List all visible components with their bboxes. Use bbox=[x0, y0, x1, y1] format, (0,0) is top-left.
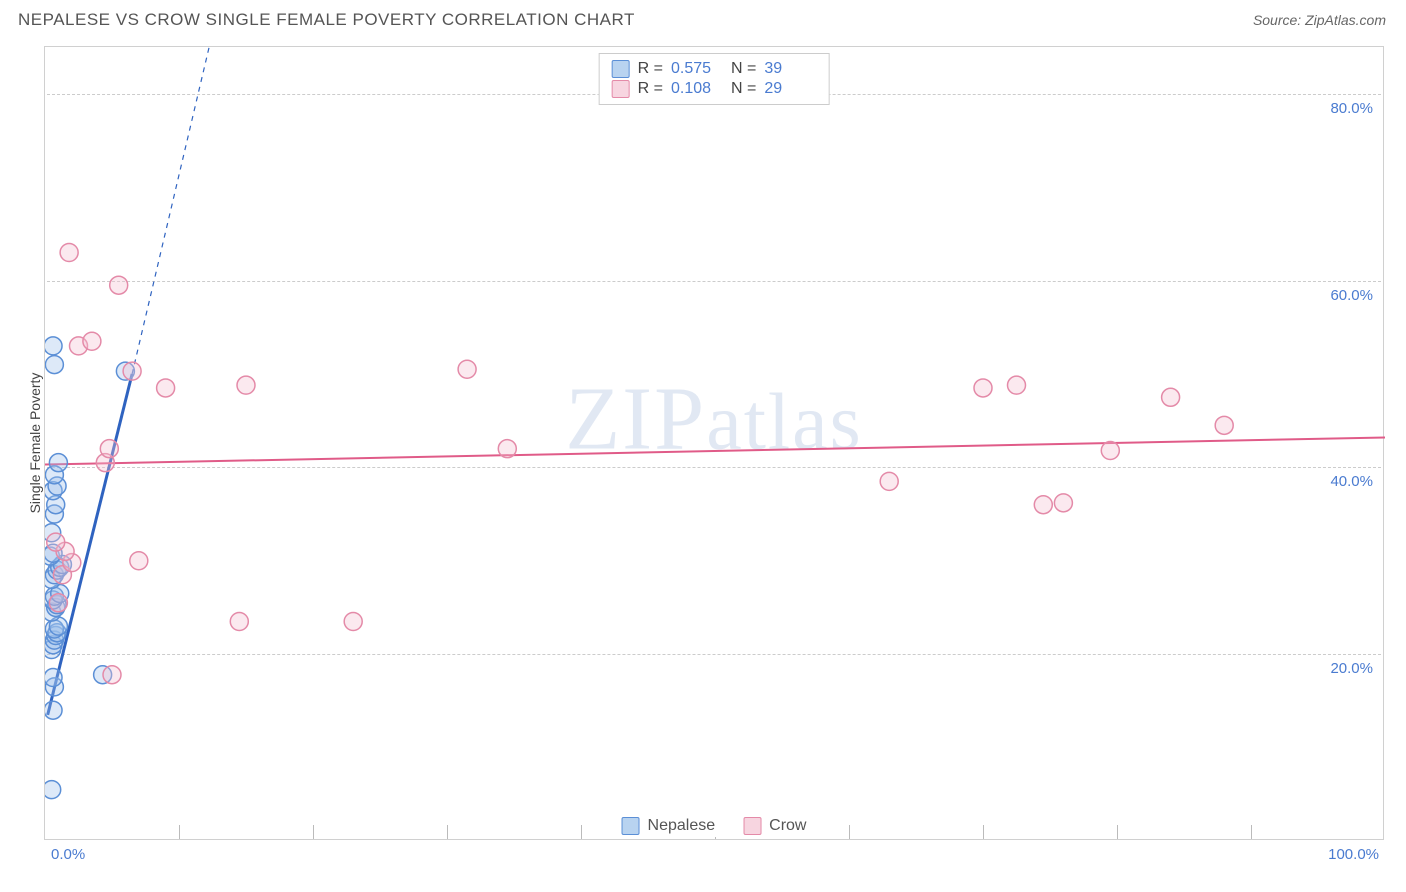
legend-label-nepalese: Nepalese bbox=[648, 817, 716, 835]
data-point bbox=[1008, 376, 1026, 394]
data-point bbox=[45, 701, 62, 719]
data-point bbox=[45, 356, 63, 374]
chart-title: NEPALESE VS CROW SINGLE FEMALE POVERTY C… bbox=[18, 10, 635, 30]
swatch-crow-icon bbox=[612, 80, 630, 98]
legend-row-nepalese: R = 0.575 N = 39 bbox=[612, 59, 817, 79]
x-axis-min-label: 0.0% bbox=[51, 846, 85, 863]
data-point bbox=[157, 379, 175, 397]
data-point bbox=[45, 337, 62, 355]
n-label: N = bbox=[731, 80, 756, 98]
data-point bbox=[1101, 442, 1119, 460]
data-point bbox=[1162, 388, 1180, 406]
legend-stats: R = 0.575 N = 39 R = 0.108 N = 29 bbox=[599, 53, 830, 105]
source-label: Source: ZipAtlas.com bbox=[1253, 12, 1386, 28]
data-point bbox=[123, 362, 141, 380]
data-point bbox=[498, 440, 516, 458]
data-point bbox=[100, 440, 118, 458]
data-point bbox=[880, 472, 898, 490]
data-point bbox=[1215, 416, 1233, 434]
data-point bbox=[1034, 496, 1052, 514]
r-value-crow: 0.108 bbox=[671, 80, 723, 98]
swatch-nepalese-icon bbox=[612, 60, 630, 78]
swatch-crow-icon bbox=[743, 817, 761, 835]
legend-row-crow: R = 0.108 N = 29 bbox=[612, 79, 817, 99]
data-point bbox=[45, 669, 62, 687]
n-value-crow: 29 bbox=[764, 80, 816, 98]
legend-entry-nepalese: Nepalese bbox=[622, 817, 716, 835]
legend-entry-crow: Crow bbox=[743, 817, 806, 835]
data-point bbox=[1054, 494, 1072, 512]
n-value-nepalese: 39 bbox=[764, 60, 816, 78]
data-point bbox=[230, 612, 248, 630]
data-point bbox=[974, 379, 992, 397]
legend-series: Nepalese Crow bbox=[616, 815, 813, 837]
chart-header: NEPALESE VS CROW SINGLE FEMALE POVERTY C… bbox=[0, 0, 1406, 36]
legend-label-crow: Crow bbox=[769, 817, 806, 835]
data-point bbox=[103, 666, 121, 684]
y-axis-label: Single Female Poverty bbox=[27, 373, 43, 514]
data-point bbox=[458, 360, 476, 378]
swatch-nepalese-icon bbox=[622, 817, 640, 835]
scatter-points bbox=[45, 47, 1385, 841]
data-point bbox=[45, 781, 61, 799]
data-point bbox=[110, 276, 128, 294]
data-point bbox=[49, 594, 67, 612]
data-point bbox=[60, 244, 78, 262]
data-point bbox=[49, 454, 67, 472]
r-label: R = bbox=[638, 60, 663, 78]
x-axis-max-label: 100.0% bbox=[1328, 846, 1379, 863]
r-label: R = bbox=[638, 80, 663, 98]
data-point bbox=[83, 332, 101, 350]
r-value-nepalese: 0.575 bbox=[671, 60, 723, 78]
data-point bbox=[130, 552, 148, 570]
plot-area: Single Female Poverty ZIPatlas R = 0.575… bbox=[44, 46, 1384, 840]
data-point bbox=[344, 612, 362, 630]
n-label: N = bbox=[731, 60, 756, 78]
data-point bbox=[47, 533, 65, 551]
data-point bbox=[237, 376, 255, 394]
